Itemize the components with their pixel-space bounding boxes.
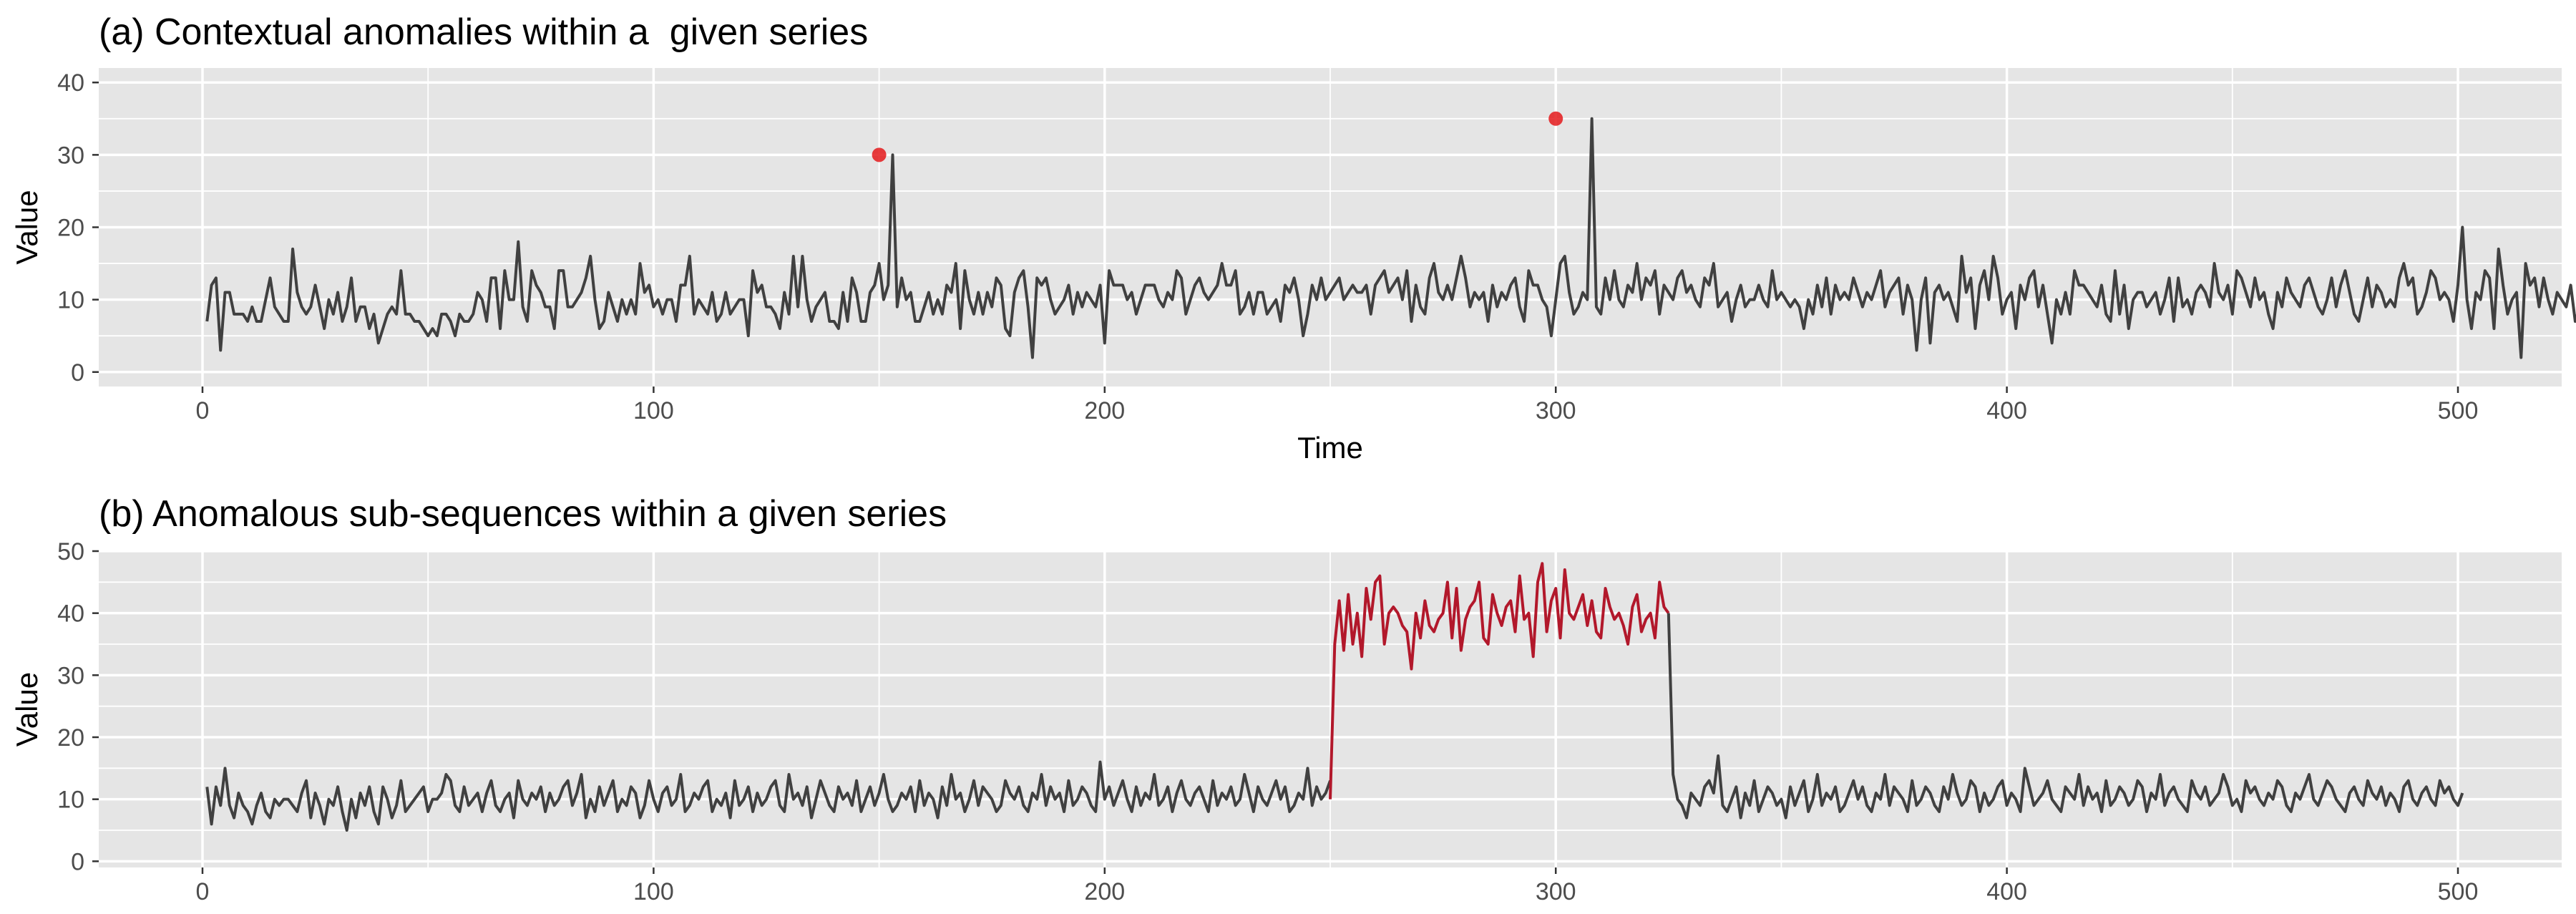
y-tick-label: 0 (71, 848, 84, 875)
y-tick-label: 50 (57, 538, 84, 565)
y-tick-label: 40 (57, 69, 84, 97)
series-line-2 (1667, 613, 2464, 820)
y-axis-title: Value (10, 672, 44, 747)
x-tick-label: 200 (1084, 397, 1125, 424)
anomaly-point (1548, 111, 1563, 126)
y-tick-label: 30 (57, 662, 84, 689)
anomaly-point (872, 147, 887, 162)
x-tick-label: 300 (1536, 878, 1576, 905)
x-tick-label: 100 (633, 878, 674, 905)
x-tick-label: 0 (196, 878, 210, 905)
x-tick-label: 300 (1536, 397, 1576, 424)
y-tick-label: 30 (57, 142, 84, 169)
y-tick-label: 20 (57, 724, 84, 752)
series-line-1 (1329, 562, 1670, 799)
x-tick-label: 400 (1986, 397, 2027, 424)
x-tick-label: 400 (1986, 878, 2027, 905)
panel-b: 0 100 200 300 400 500 0 10 20 30 40 50 (b) Anomalous… (10, 493, 2562, 905)
y-axis-title: Value (10, 190, 44, 264)
x-tick-label: 500 (2438, 878, 2479, 905)
x-tick-label: 500 (2438, 397, 2479, 424)
series-line-0 (205, 760, 1332, 832)
y-tick-label: 10 (57, 787, 84, 814)
panel-title: (a) Contextual anomalies within a given … (99, 11, 868, 53)
series-line-0 (205, 117, 2576, 359)
y-tick-label: 10 (57, 287, 84, 314)
y-tick-label: 0 (71, 359, 84, 386)
x-axis-title: Time (1297, 431, 1363, 465)
x-tick-label: 100 (633, 397, 674, 424)
x-tick-label: 200 (1084, 878, 1125, 905)
panel-a: 0 100 200 300 400 500 0 10 20 30 40 (a) Contextual … (10, 11, 2576, 465)
y-tick-label: 20 (57, 215, 84, 242)
panel-title: (b) Anomalous sub-sequences within a giv… (99, 493, 947, 535)
x-tick-label: 0 (196, 397, 210, 424)
y-tick-label: 40 (57, 601, 84, 628)
